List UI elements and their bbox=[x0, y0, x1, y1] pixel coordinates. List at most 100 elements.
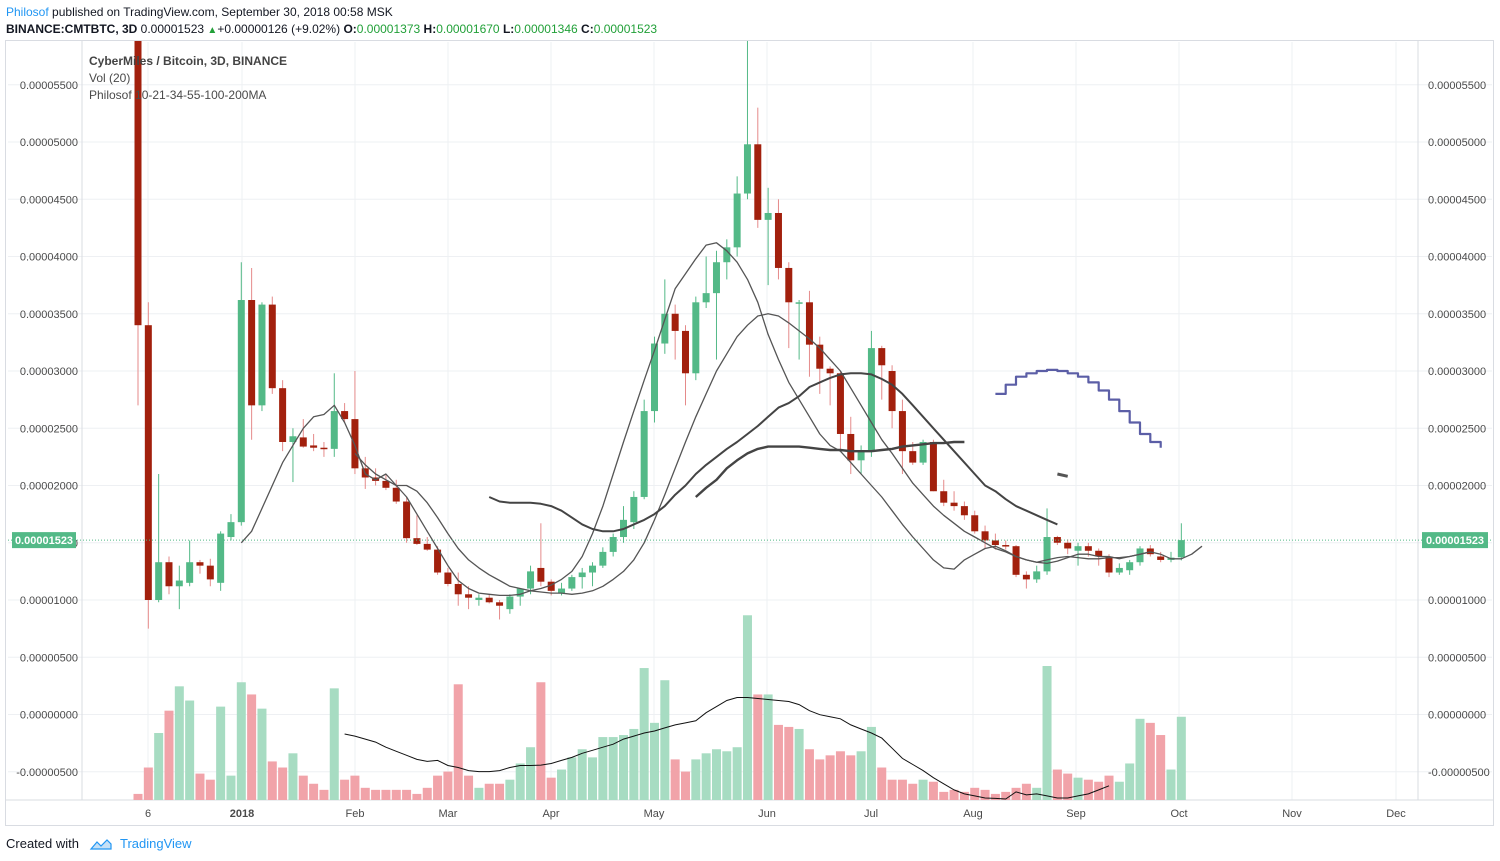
volume-bars bbox=[133, 615, 1186, 800]
volume-bar bbox=[722, 751, 732, 800]
volume-bar bbox=[866, 726, 876, 800]
x-tick-label: Dec bbox=[1386, 808, 1406, 820]
volume-bar bbox=[763, 694, 773, 800]
x-tick-label: 6 bbox=[145, 808, 151, 820]
y-tick-label-right: 0.00000500 bbox=[1428, 652, 1486, 664]
volume-bar bbox=[154, 733, 164, 800]
volume-bar bbox=[1001, 791, 1011, 800]
y-tick-label-right: 0.00005500 bbox=[1428, 80, 1486, 92]
volume-bar bbox=[784, 726, 794, 800]
volume-bar bbox=[701, 753, 711, 800]
candle-body bbox=[743, 144, 751, 194]
volume-bar bbox=[908, 783, 918, 800]
candle-body bbox=[454, 583, 462, 595]
volume-bar bbox=[815, 759, 825, 800]
grid-lines bbox=[8, 42, 1492, 800]
candle-body bbox=[1064, 542, 1072, 549]
y-tick-label-right: -0.00000500 bbox=[1428, 767, 1490, 779]
volume-bar bbox=[680, 771, 690, 800]
volume-bar bbox=[877, 767, 887, 800]
candle-body bbox=[217, 533, 225, 583]
volume-bar bbox=[1166, 769, 1176, 800]
candle-body bbox=[919, 441, 927, 463]
y-tick-label-left: 0.00003000 bbox=[20, 366, 78, 378]
y-tick-label-left: 0.00001000 bbox=[20, 595, 78, 607]
x-tick-label: Mar bbox=[439, 808, 458, 820]
candle-body bbox=[516, 588, 524, 597]
y-tick-label-right: 0.00002000 bbox=[1428, 481, 1486, 493]
volume-bar bbox=[433, 775, 443, 800]
volume-bar bbox=[598, 737, 608, 800]
tradingview-brand[interactable]: TradingView bbox=[120, 836, 192, 851]
candle-body bbox=[909, 451, 917, 463]
candle-body bbox=[702, 293, 710, 303]
volume-bar bbox=[939, 791, 949, 800]
author-link[interactable]: Philosof bbox=[6, 5, 49, 19]
volume-bar bbox=[1176, 716, 1186, 800]
candle-body bbox=[434, 549, 442, 573]
y-tick-label-right: 0.00003000 bbox=[1428, 366, 1486, 378]
candle-body bbox=[1043, 537, 1051, 572]
volume-bar bbox=[1125, 763, 1135, 800]
created-with-label: Created with bbox=[6, 836, 79, 851]
volume-bar bbox=[267, 761, 277, 800]
volume-bar bbox=[980, 789, 990, 800]
volume-bar bbox=[236, 682, 246, 800]
candle-body bbox=[144, 325, 152, 600]
y-tick-label-right: 0.00000000 bbox=[1428, 710, 1486, 722]
legend-ma[interactable]: Philosof 10-21-34-55-100-200MA bbox=[89, 88, 267, 102]
candle-body bbox=[640, 411, 648, 497]
publish-line: Philosof published on TradingView.com, S… bbox=[6, 4, 393, 20]
candle-body bbox=[299, 437, 307, 447]
moving-average-ma200 bbox=[995, 368, 1162, 448]
candle-body bbox=[506, 596, 514, 610]
last-price-tag-right: 0.00001523 bbox=[1422, 532, 1488, 549]
x-tick-label: Apr bbox=[542, 808, 559, 820]
volume-bar bbox=[412, 793, 422, 800]
volume-bar bbox=[329, 688, 339, 800]
volume-bar bbox=[495, 783, 505, 800]
moving-average-ma34 bbox=[488, 372, 1058, 533]
candle-body bbox=[475, 597, 483, 600]
x-tick-label: Jul bbox=[864, 808, 878, 820]
y-tick-label-left: 0.00004500 bbox=[20, 194, 78, 206]
volume-bar bbox=[381, 789, 391, 800]
candle-body bbox=[1095, 550, 1103, 557]
volume-bar bbox=[185, 700, 195, 800]
y-tick-label-right: 0.00004500 bbox=[1428, 194, 1486, 206]
y-tick-label-right: 0.00001000 bbox=[1428, 595, 1486, 607]
volume-bar bbox=[691, 759, 701, 800]
footer: Created with TradingView bbox=[6, 836, 192, 852]
legend-volume[interactable]: Vol (20) bbox=[89, 71, 131, 85]
candle-body bbox=[330, 411, 338, 449]
candle-body bbox=[733, 193, 741, 248]
y-tick-label-left: 0.00003500 bbox=[20, 309, 78, 321]
volume-bar bbox=[629, 728, 639, 800]
candle-body bbox=[1074, 546, 1082, 551]
candle-body bbox=[1002, 545, 1010, 547]
open-value: 0.00001373 bbox=[356, 22, 421, 36]
volume-bar bbox=[536, 682, 546, 800]
volume-bar bbox=[515, 763, 525, 800]
candle-body bbox=[248, 300, 256, 406]
legend-title[interactable]: CyberMiles / Bitcoin, 3D, BINANCE bbox=[89, 54, 288, 68]
volume-bar bbox=[588, 757, 598, 800]
moving-average-ma21 bbox=[354, 313, 1151, 595]
volume-bar bbox=[298, 775, 308, 800]
volume-bar bbox=[195, 773, 205, 800]
candle-body bbox=[310, 445, 318, 448]
candle-body bbox=[547, 581, 555, 591]
candle-body bbox=[671, 313, 679, 331]
candle-body bbox=[971, 515, 979, 532]
candle-body bbox=[878, 348, 886, 366]
candle-body bbox=[929, 441, 937, 492]
volume-bar bbox=[257, 708, 267, 800]
volume-bar bbox=[650, 722, 659, 800]
volume-bar bbox=[143, 767, 153, 800]
volume-bar bbox=[350, 775, 360, 800]
last-price-label-right: 0.00001523 bbox=[1426, 535, 1484, 547]
last-price-label-left: 0.00001523 bbox=[15, 535, 73, 547]
volume-bar bbox=[794, 728, 804, 800]
volume-bar bbox=[1145, 722, 1155, 800]
